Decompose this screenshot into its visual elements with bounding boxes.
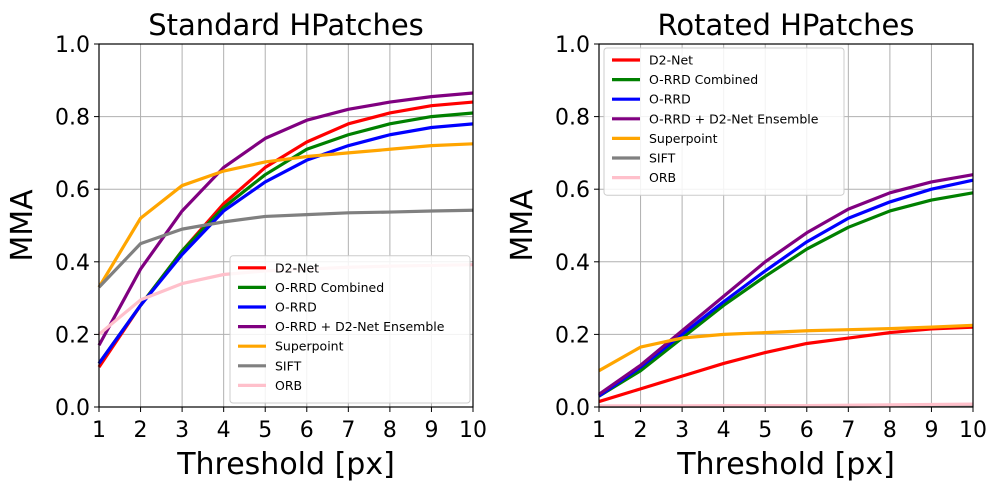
series-line-4 xyxy=(97,91,474,347)
y-tick-label: 0.0 xyxy=(55,396,90,421)
legend-label-7: ORB xyxy=(649,170,676,185)
legend-label-5: Superpoint xyxy=(275,339,344,354)
y-tick-label: 1.0 xyxy=(55,33,90,58)
y-tick-label: 0.4 xyxy=(55,251,90,276)
series-line-3 xyxy=(97,122,474,365)
legend-label-7: ORB xyxy=(275,378,302,393)
x-tick-label: 7 xyxy=(841,418,855,443)
y-tick-label: 0.8 xyxy=(55,106,90,131)
legend-label-6: SIFT xyxy=(275,358,302,373)
x-axis-label: Threshold [px] xyxy=(676,447,895,482)
y-tick-label: 0.4 xyxy=(555,251,590,276)
series-line-6 xyxy=(97,208,474,289)
legend-label-1: D2-Net xyxy=(649,53,693,68)
x-tick-label: 10 xyxy=(459,418,487,443)
chart-title: Standard HPatches xyxy=(148,8,424,42)
x-tick-label: 9 xyxy=(924,418,938,443)
series-line-3 xyxy=(598,178,974,398)
y-tick-label: 0.2 xyxy=(55,323,90,348)
x-tick-label: 1 xyxy=(592,418,606,443)
chart-panel-2: 1 2 3 4 5 6 7 8 9 10 0.0 0.2 0.4 0.6 0.8 1.0 Rotated HPa… xyxy=(505,8,987,482)
x-tick-label: 8 xyxy=(883,418,897,443)
y-axis-label: MMA xyxy=(505,189,540,262)
x-tick-label: 4 xyxy=(717,418,731,443)
legend-label-4: O-RRD + D2-Net Ensemble xyxy=(649,111,819,126)
y-axis-label: MMA xyxy=(5,189,40,262)
legend-label-6: SIFT xyxy=(649,151,676,166)
x-tick-label: 4 xyxy=(217,418,231,443)
series-line-1 xyxy=(598,325,974,404)
y-tick-label: 1.0 xyxy=(555,33,590,58)
legend-box xyxy=(229,255,471,404)
axes-frame xyxy=(598,43,974,408)
y-tick-label: 0.6 xyxy=(55,178,90,203)
x-tick-label: 5 xyxy=(258,418,272,443)
series-line-7 xyxy=(599,402,974,408)
series-line-4 xyxy=(598,173,974,396)
x-tick-label: 1 xyxy=(92,418,106,443)
x-tick-label: 3 xyxy=(175,418,189,443)
y-tick-label: 0.0 xyxy=(555,396,590,421)
series-line-5 xyxy=(598,323,974,373)
legend-label-5: Superpoint xyxy=(649,131,718,146)
legend-label-3: O-RRD xyxy=(275,300,317,315)
y-tick-label: 0.2 xyxy=(555,323,590,348)
y-tick-label: 0.6 xyxy=(555,178,590,203)
legend-label-2: O-RRD Combined xyxy=(275,280,384,295)
legend-label-4: O-RRD + D2-Net Ensemble xyxy=(275,319,445,334)
legend: D2-Net O-RRD Combined O-RRD O-RRD + D2-Net … xyxy=(229,255,471,404)
x-tick-label: 6 xyxy=(800,418,814,443)
x-tick-label: 5 xyxy=(758,418,772,443)
x-tick-label: 3 xyxy=(675,418,689,443)
legend-label-2: O-RRD Combined xyxy=(649,72,758,87)
legend-box xyxy=(603,47,845,196)
x-axis-label: Threshold [px] xyxy=(176,447,395,482)
legend: D2-Net O-RRD Combined O-RRD O-RRD + D2-Net … xyxy=(603,47,845,196)
y-tick-label: 0.8 xyxy=(555,106,590,131)
legend-label-3: O-RRD xyxy=(649,92,691,107)
x-tick-label: 8 xyxy=(383,418,397,443)
x-tick-label: 7 xyxy=(341,418,355,443)
axes-frame xyxy=(98,43,474,408)
x-tick-label: 10 xyxy=(959,418,987,443)
chart-title: Rotated HPatches xyxy=(658,8,915,42)
series-line-2 xyxy=(598,191,974,398)
legend-label-1: D2-Net xyxy=(275,260,319,275)
chart-panel-1: 1 2 3 4 5 6 7 8 9 10 0.0 0.2 0.4 0.6 0.8 1.0 Standard HP… xyxy=(5,8,487,482)
x-tick-label: 6 xyxy=(300,418,314,443)
x-tick-label: 2 xyxy=(634,418,648,443)
x-tick-label: 9 xyxy=(424,418,438,443)
series-line-5 xyxy=(97,142,474,289)
x-tick-label: 2 xyxy=(134,418,148,443)
